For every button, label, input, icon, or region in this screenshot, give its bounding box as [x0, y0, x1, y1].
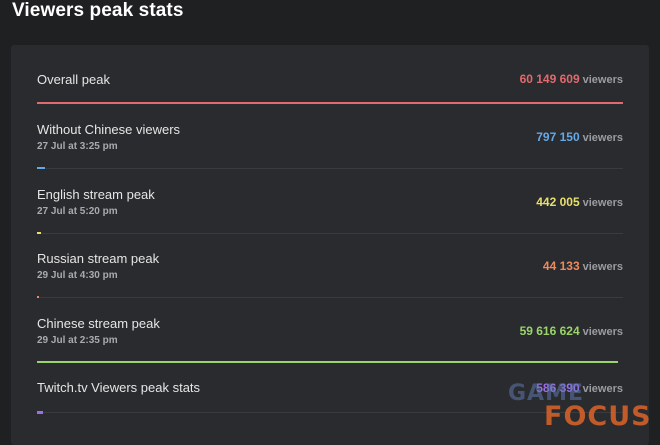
- stat-unit: viewers: [582, 383, 623, 395]
- stat-label: Chinese stream peak: [37, 316, 160, 331]
- watermark-text-focus: FOCUS: [544, 401, 652, 432]
- stat-bar: [37, 296, 39, 298]
- stat-label: Russian stream peak: [37, 251, 160, 266]
- stat-value: 797 150 viewers: [536, 130, 623, 144]
- stat-number: 44 133: [542, 259, 580, 273]
- stat-label: Without Chinese viewers: [37, 122, 181, 137]
- stat-row-russian-peak: Russian stream peak 29 Jul at 4:30 pm 44…: [37, 251, 623, 311]
- stat-divider: [37, 233, 623, 234]
- stat-row-chinese-peak: Chinese stream peak 29 Jul at 2:35 pm 59…: [37, 316, 623, 376]
- stat-value: 59 616 624 viewers: [520, 324, 623, 338]
- stat-bar: [37, 361, 618, 363]
- stat-unit: viewers: [582, 261, 623, 273]
- stat-value: 44 133 viewers: [543, 259, 623, 273]
- page-title: Viewers peak stats: [12, 0, 184, 21]
- stat-bar: [37, 232, 41, 234]
- stat-unit: viewers: [582, 74, 623, 86]
- stat-number: 59 616 624: [519, 324, 580, 338]
- stat-divider: [37, 168, 623, 169]
- stat-row-twitch: Twitch.tv Viewers peak stats 586 390 view…: [37, 380, 623, 440]
- stat-unit: viewers: [582, 132, 623, 144]
- stat-number: 60 149 609: [519, 72, 580, 86]
- stat-date: 27 Jul at 5:20 pm: [37, 206, 118, 217]
- stat-number: 586 390: [536, 381, 580, 395]
- stat-date: 27 Jul at 3:25 pm: [37, 141, 118, 152]
- stat-value: 442 005 viewers: [536, 195, 623, 209]
- stat-label: Overall peak: [37, 72, 110, 87]
- stat-unit: viewers: [582, 326, 623, 338]
- stat-row-overall-peak: Overall peak 60 149 609 viewers: [37, 72, 623, 132]
- stat-divider: [37, 412, 623, 413]
- stat-unit: viewers: [582, 197, 623, 209]
- stat-bar: [37, 167, 45, 169]
- stat-number: 797 150: [536, 130, 580, 144]
- stat-bar: [37, 102, 623, 104]
- stat-number: 442 005: [536, 195, 580, 209]
- stat-date: 29 Jul at 4:30 pm: [37, 270, 118, 281]
- stat-label: Twitch.tv Viewers peak stats: [37, 380, 201, 395]
- stat-value: 60 149 609 viewers: [520, 72, 623, 86]
- stat-bar: [37, 411, 43, 414]
- stat-date: 29 Jul at 2:35 pm: [37, 335, 118, 346]
- stat-label: English stream peak: [37, 187, 155, 202]
- gamefocus-watermark-logo: GAME FOCUS: [504, 381, 654, 433]
- stat-row-english-peak: English stream peak 27 Jul at 5:20 pm 44…: [37, 187, 623, 247]
- watermark-text-game: GAME: [508, 381, 585, 406]
- stat-divider: [37, 297, 623, 298]
- stat-value: 586 390 viewers: [536, 381, 623, 395]
- viewers-peak-panel: Overall peak 60 149 609 viewers Without C…: [11, 45, 649, 445]
- stat-row-without-chinese: Without Chinese viewers 27 Jul at 3:25 p…: [37, 122, 623, 182]
